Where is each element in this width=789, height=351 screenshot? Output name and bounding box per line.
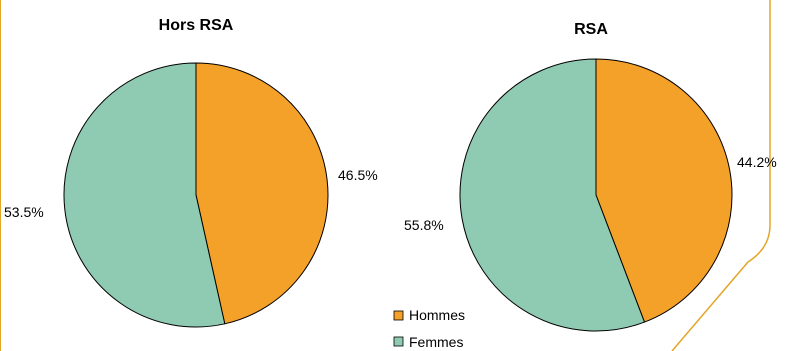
- pie-slice-femmes: [459, 58, 646, 332]
- pie-slices: [459, 58, 733, 332]
- chart-legend: Hommes Femmes: [393, 307, 465, 350]
- chart-title: Hors RSA: [159, 17, 234, 34]
- chart-title: RSA: [574, 21, 608, 38]
- slice-label-femmes: 53.5%: [4, 204, 44, 220]
- legend-item-femmes: Femmes: [393, 334, 463, 350]
- slice-label-femmes: 55.8%: [404, 217, 444, 233]
- pie-chart-hors-rsa: Hors RSA 46.5% 53.5%: [4, 17, 378, 328]
- legend-item-hommes: Hommes: [393, 307, 465, 323]
- legend-swatch-femmes: [393, 336, 404, 347]
- legend-label-femmes: Femmes: [409, 334, 463, 350]
- pie-slice-hommes: [595, 58, 733, 323]
- pie-chart-rsa: RSA 44.2% 55.8%: [404, 21, 777, 332]
- slice-label-hommes: 44.2%: [737, 154, 777, 170]
- legend-label-hommes: Hommes: [409, 307, 465, 323]
- pie-slice-femmes: [63, 62, 226, 328]
- slice-label-hommes: 46.5%: [338, 167, 378, 183]
- pie-slices: [63, 62, 329, 328]
- pie-slice-hommes: [195, 62, 329, 325]
- decorative-frame: [0, 0, 771, 351]
- legend-swatch-hommes: [393, 310, 404, 321]
- frame-right-curve: [671, 0, 771, 351]
